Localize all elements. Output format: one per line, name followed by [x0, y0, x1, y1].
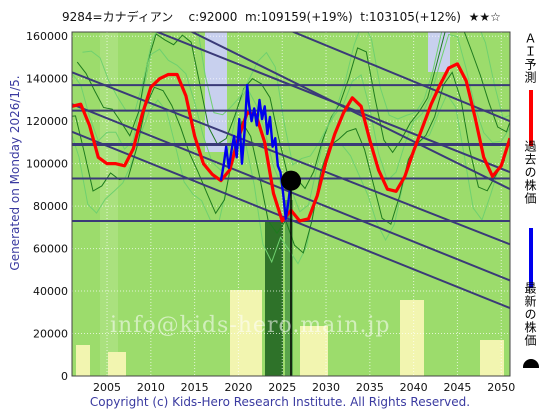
copyright-footer: Copyright (c) Kids-Hero Research Institu…	[89, 395, 471, 409]
x-tick-label: 2040	[400, 381, 428, 394]
watermark-text: info@kids-hero.main.jp	[110, 313, 391, 338]
y-tick-label: 160000	[26, 30, 68, 43]
x-tick-label: 2015	[181, 381, 209, 394]
x-tick-label: 2005	[93, 381, 121, 394]
y-axis-ticks: 0 20000 40000 60000 80000 100000 120000 140000 1…	[26, 30, 68, 383]
y-tick-label: 0	[61, 370, 68, 383]
target-price: t:103105(+12%)	[360, 10, 461, 24]
stock-code-name: 9284=カナディアン	[62, 10, 174, 24]
y-tick-label: 120000	[26, 115, 68, 128]
x-tick-label: 2045	[443, 381, 471, 394]
plot-frame	[71, 31, 511, 377]
y-tick-label: 20000	[33, 328, 68, 341]
latest-marker-layer	[281, 170, 301, 376]
mid-price: m:109159(+19%)	[245, 10, 353, 24]
y-tick-label: 100000	[26, 158, 68, 171]
y-tick-label: 60000	[33, 243, 68, 256]
x-tick-label: 2010	[137, 381, 165, 394]
legend-label-past: 過去の株価	[523, 140, 537, 205]
y-tick-label: 140000	[26, 73, 68, 86]
x-tick-label: 2020	[224, 381, 252, 394]
y-tick-label: 40000	[33, 285, 68, 298]
trend-line	[189, 32, 510, 191]
x-tick-label: 2030	[312, 381, 340, 394]
legend-label-latest: 最新の株価	[523, 282, 537, 347]
rating-stars: ★★☆	[468, 10, 501, 24]
chart-header: 9284=カナディアン c:92000 m:109159(+19%) t:103…	[62, 8, 501, 25]
x-tick-label: 2050	[487, 381, 515, 394]
x-axis-ticks: 2005 2010 2015 2020 2025 2030 2035 2040 2045 2050	[93, 381, 515, 394]
legend-swatches	[523, 90, 539, 368]
x-tick-label: 2035	[356, 381, 384, 394]
legend-dot-latest	[523, 359, 539, 368]
close-price: c:92000	[188, 10, 238, 24]
latest-price-marker	[281, 170, 301, 191]
x-tick-label: 2025	[268, 381, 296, 394]
y-tick-label: 80000	[33, 200, 68, 213]
legend-label-ai: ＡＩ予測	[523, 32, 537, 84]
forecast-band-line	[82, 32, 510, 166]
past-price-line	[219, 83, 293, 221]
